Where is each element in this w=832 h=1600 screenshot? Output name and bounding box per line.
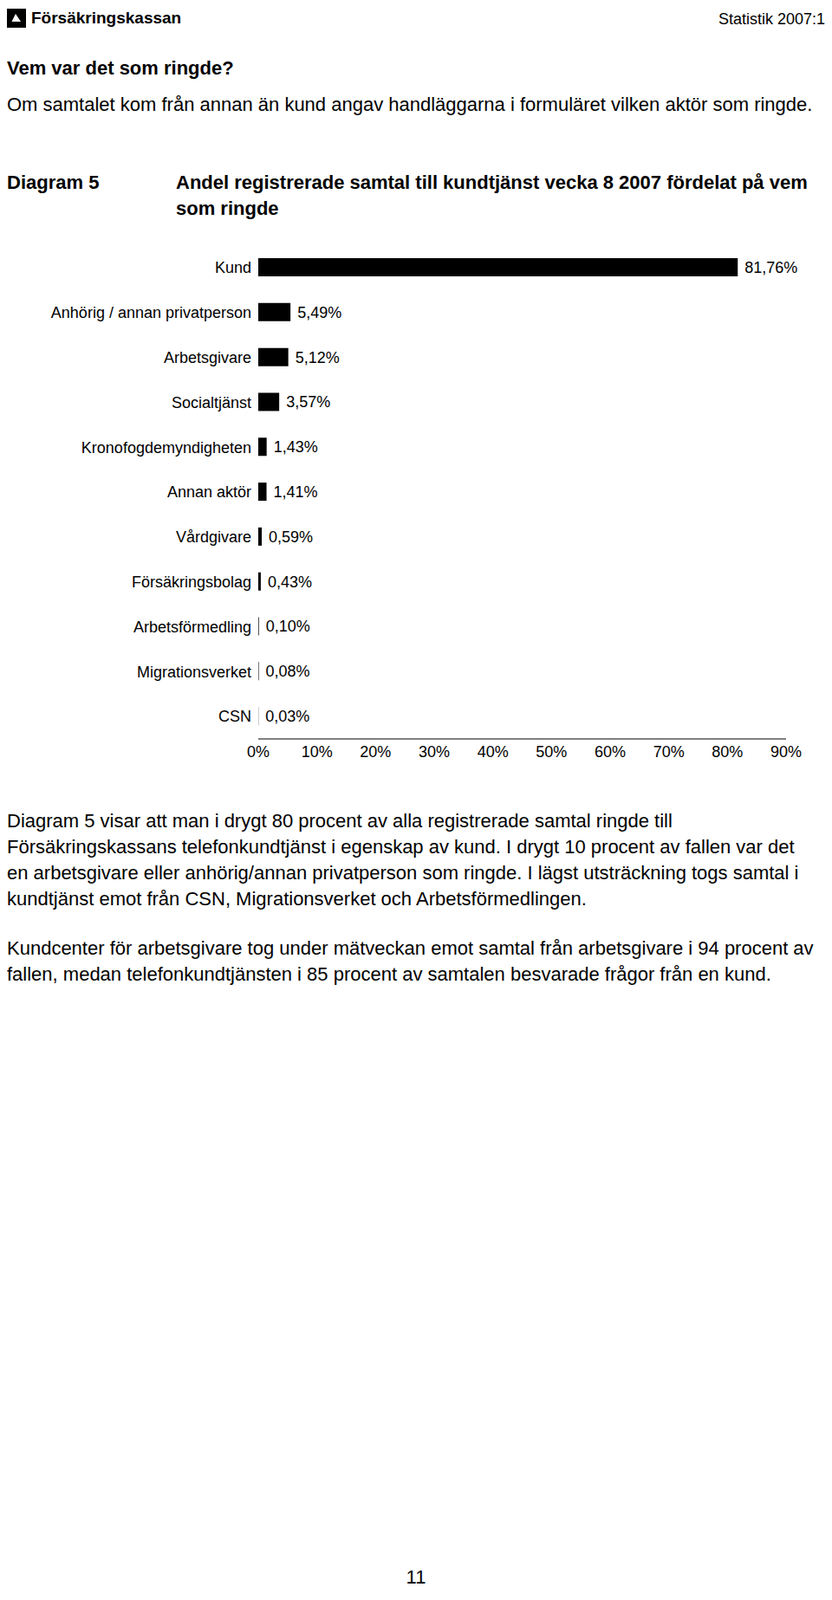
svg-text:Arbetsgivare: Arbetsgivare xyxy=(163,349,252,367)
svg-text:0,43%: 0,43% xyxy=(267,573,312,592)
svg-text:40%: 40% xyxy=(477,743,509,761)
svg-text:0,03%: 0,03% xyxy=(265,708,310,726)
svg-text:Arbetsförmedling: Arbetsförmedling xyxy=(133,618,252,637)
svg-text:Vårdgivare: Vårdgivare xyxy=(175,528,252,546)
svg-text:Socialtjänst: Socialtjänst xyxy=(171,394,252,412)
html-text:Diagram 5: Diagram 5 xyxy=(6,171,100,194)
html-text:Vem var det som ringde?: Vem var det som ringde? xyxy=(6,57,234,79)
html-text:Statistik 2007:1: Statistik 2007:1 xyxy=(718,10,826,28)
svg-text:30%: 30% xyxy=(418,743,450,761)
svg-text:5,12%: 5,12% xyxy=(295,349,340,367)
html-text:Kundcenter för arbetsgivare to: Kundcenter för arbetsgivare tog under mä… xyxy=(6,937,814,986)
svg-text:Kund: Kund xyxy=(214,259,252,277)
html-text:11: 11 xyxy=(406,1566,426,1589)
svg-text:60%: 60% xyxy=(594,743,626,761)
svg-text:90%: 90% xyxy=(770,743,802,761)
html-text:Försäkringskassan: Försäkringskassan xyxy=(31,8,182,27)
svg-text:Försäkringsbolag: Försäkringsbolag xyxy=(131,573,252,592)
svg-text:5,49%: 5,49% xyxy=(297,304,342,322)
svg-text:50%: 50% xyxy=(535,743,567,761)
svg-text:Kronofogdemyndigheten: Kronofogdemyndigheten xyxy=(81,439,252,457)
svg-text:20%: 20% xyxy=(359,743,391,761)
svg-text:CSN: CSN xyxy=(218,708,252,726)
svg-text:0%: 0% xyxy=(247,743,270,761)
svg-text:Annan aktör: Annan aktör xyxy=(167,483,252,501)
svg-text:81,76%: 81,76% xyxy=(744,259,798,277)
svg-text:0,08%: 0,08% xyxy=(266,663,311,681)
svg-text:10%: 10% xyxy=(301,743,333,761)
svg-text:Migrationsverket: Migrationsverket xyxy=(136,663,252,682)
svg-text:Anhörig / annan privatperson: Anhörig / annan privatperson xyxy=(51,304,252,322)
svg-text:1,41%: 1,41% xyxy=(273,483,319,501)
html-text:Diagram 5 visar att man i dryg: Diagram 5 visar att man i drygt 80 proce… xyxy=(6,810,799,910)
svg-text:0,59%: 0,59% xyxy=(268,528,313,546)
svg-text:80%: 80% xyxy=(711,743,743,761)
html-text:Om samtalet kom från annan än: Om samtalet kom från annan än kund angav… xyxy=(6,93,813,116)
svg-text:70%: 70% xyxy=(653,743,685,761)
svg-text:1,43%: 1,43% xyxy=(273,438,319,456)
html-text:Andel registrerade samtal till: Andel registrerade samtal till kundtjäns… xyxy=(175,171,808,220)
svg-text:0,10%: 0,10% xyxy=(266,617,311,636)
svg-text:3,57%: 3,57% xyxy=(286,393,331,411)
